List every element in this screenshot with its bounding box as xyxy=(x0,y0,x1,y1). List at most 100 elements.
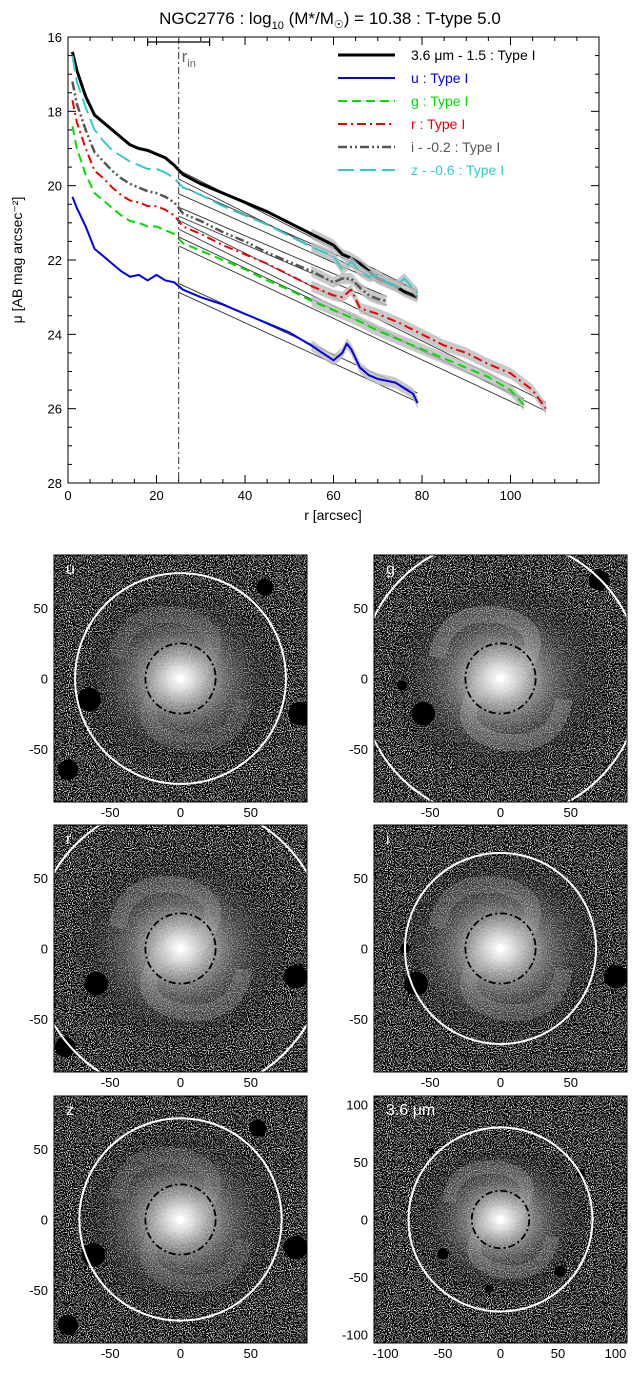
panel-label: 3.6 μm xyxy=(386,1102,435,1119)
panel-x-tick-label: 0 xyxy=(177,1346,184,1361)
panel-x-tick-label: -50 xyxy=(421,1075,440,1090)
panel-y-tick-label: -50 xyxy=(349,742,368,757)
panel-x-tick-label: 0 xyxy=(177,805,184,820)
masked-source xyxy=(411,701,436,726)
panel-x-tick-label: 0 xyxy=(497,1075,504,1090)
panel-y-tick-label: -50 xyxy=(349,1270,368,1285)
panel-y-tick-label: 50 xyxy=(354,601,368,616)
inner-aperture xyxy=(464,642,537,715)
axis-ticks: 0 20 40 60 80 100 16 18 20 22 24 26 28 xyxy=(48,30,599,503)
image-panel: i -50 0 50 50 0 -50 xyxy=(349,824,628,1090)
y-tick-label: 22 xyxy=(48,253,62,268)
series-uncertainty xyxy=(311,338,418,409)
y-axis-label: μ [AB mag arcsec⁻²] xyxy=(9,197,25,324)
series-uncertainty xyxy=(311,280,546,415)
panel-y-tick-label: -50 xyxy=(349,1012,368,1027)
panel-y-tick-label: 0 xyxy=(41,942,48,957)
y-tick-label: 24 xyxy=(48,327,62,342)
series-line xyxy=(71,99,547,410)
legend-label: z - -0.6 : Type I xyxy=(411,162,504,178)
image-panel: g -50 0 50 50 0 -50 xyxy=(349,554,628,820)
panel-y-tick-label: 50 xyxy=(34,1142,48,1157)
legend-label: r : Type I xyxy=(411,116,465,132)
masked-source xyxy=(288,701,307,726)
galaxy-core xyxy=(176,944,185,953)
fit-line xyxy=(178,245,524,408)
outer-aperture xyxy=(74,572,287,785)
panel-y-tick-label: 50 xyxy=(354,1155,368,1170)
panel-x-tick-label: 50 xyxy=(244,1346,258,1361)
panel-y-tick-label: 0 xyxy=(361,1213,368,1228)
galaxy-core xyxy=(496,944,505,953)
masked-source xyxy=(484,1284,494,1293)
spiral-arm xyxy=(140,943,253,1022)
panel-x-tick-label: -50 xyxy=(101,1346,120,1361)
x-tick-label: 80 xyxy=(415,488,429,503)
y-tick-label: 26 xyxy=(48,402,62,417)
panel-y-tick-label: 0 xyxy=(361,672,368,687)
profile-series xyxy=(70,51,547,415)
r-in-label: rin xyxy=(182,47,196,70)
panel-x-tick-label: -50 xyxy=(101,805,120,820)
inner-aperture xyxy=(144,642,217,715)
panel-x-tick-label: 50 xyxy=(551,1346,565,1361)
spiral-arm xyxy=(460,673,573,752)
inner-aperture xyxy=(464,912,537,985)
masked-source xyxy=(397,680,408,691)
masked-source xyxy=(256,578,274,596)
galaxy-core xyxy=(496,674,505,683)
masked-source xyxy=(603,964,627,989)
panel-x-tick-label: 50 xyxy=(244,1075,258,1090)
image-panel: 3.6 μm -100 -50 0 50 100 100 50 0 -50 -100 xyxy=(342,1095,628,1361)
x-tick-label: 0 xyxy=(64,488,71,503)
series-uncertainty xyxy=(311,295,524,411)
x-tick-label: 60 xyxy=(326,488,340,503)
x-tick-label: 100 xyxy=(500,488,522,503)
panel-y-tick-label: -50 xyxy=(29,1012,48,1027)
fit-line xyxy=(178,291,418,403)
panel-x-tick-label: 0 xyxy=(497,1346,504,1361)
masked-source xyxy=(283,964,307,989)
panel-x-tick-label: 0 xyxy=(177,1075,184,1090)
masked-source xyxy=(77,687,101,712)
spiral-arm xyxy=(467,1215,560,1279)
galaxy-core xyxy=(176,1215,185,1224)
panel-label: z xyxy=(66,1102,74,1119)
panel-y-tick-label: 0 xyxy=(41,672,48,687)
outer-aperture xyxy=(78,1117,283,1322)
panel-x-tick-label: 100 xyxy=(605,1346,627,1361)
series-line xyxy=(71,55,419,295)
x-tick-label: 20 xyxy=(149,488,163,503)
panel-y-tick-label: -100 xyxy=(342,1328,368,1343)
panel-label: r xyxy=(66,831,72,848)
spiral-arm xyxy=(428,875,541,954)
spiral-arm xyxy=(108,1146,221,1225)
legend-label: u : Type I xyxy=(411,70,468,86)
image-panel: u -50 0 50 50 0 -50 xyxy=(29,554,308,820)
spiral-arm xyxy=(108,605,221,684)
inner-aperture xyxy=(470,1189,531,1250)
r-in-marker: rin xyxy=(147,37,211,483)
y-tick-label: 18 xyxy=(48,104,62,119)
outer-aperture xyxy=(403,851,598,1046)
legend-label: 3.6 μm - 1.5 : Type I xyxy=(411,47,536,63)
panel-label: g xyxy=(386,561,395,578)
panel-y-tick-label: 0 xyxy=(361,942,368,957)
masked-source xyxy=(84,971,108,996)
panel-y-tick-label: 0 xyxy=(41,1213,48,1228)
spiral-arm xyxy=(460,943,573,1022)
series-line xyxy=(71,196,419,404)
panel-x-tick-label: -50 xyxy=(101,1075,120,1090)
masked-source xyxy=(588,569,610,591)
panel-x-tick-label: 50 xyxy=(564,1075,578,1090)
spiral-arm xyxy=(140,1214,253,1293)
series-line xyxy=(71,126,525,406)
masked-source xyxy=(57,759,79,780)
spiral-arm xyxy=(441,1160,534,1224)
image-panel: z -50 0 50 50 0 -50 xyxy=(29,1095,308,1361)
panel-x-tick-label: 0 xyxy=(497,805,504,820)
masked-source xyxy=(554,1265,566,1277)
legend-label: g : Type I xyxy=(411,93,468,109)
